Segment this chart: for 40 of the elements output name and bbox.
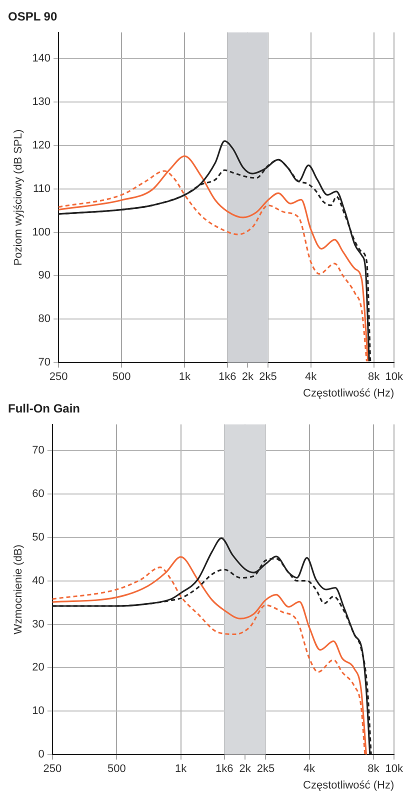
x-tick-label: 2k5: [256, 763, 275, 776]
x-tick-label: 1k6: [218, 371, 236, 384]
y-tick-label: 130: [32, 96, 51, 108]
x-tick-label: 500: [112, 371, 131, 384]
y-tick-label: 10: [32, 705, 44, 718]
x-tick-label: 4k: [304, 371, 318, 384]
chart-title: OSPL 90: [8, 10, 58, 24]
y-tick-label: 90: [38, 270, 51, 282]
x-tick-label: 4k: [303, 763, 316, 776]
x-tick-label: 1k6: [216, 763, 234, 776]
y-tick-label: 80: [38, 313, 51, 326]
y-axis-title: Poziom wyjściowy (dB SPL): [12, 129, 25, 266]
x-tick-label: 1k: [178, 371, 191, 384]
x-tick-label: 2k: [242, 371, 254, 384]
y-tick-label: 20: [32, 662, 44, 674]
x-tick-label: 500: [107, 763, 126, 776]
x-tick-label: 8k: [368, 763, 380, 776]
x-tick-label: 8k: [368, 371, 380, 384]
y-tick-label: 0: [38, 748, 44, 761]
chart-title: Full-On Gain: [8, 402, 80, 416]
x-tick-label: 2k: [239, 763, 252, 776]
x-tick-label: 10k: [385, 371, 404, 384]
x-tick-label: 250: [43, 763, 62, 776]
x-tick-label: 1k: [175, 763, 188, 776]
y-tick-label: 40: [32, 574, 44, 587]
y-tick-label: 50: [32, 531, 44, 544]
y-tick-label: 100: [32, 226, 51, 238]
y-tick-label: 140: [32, 52, 51, 64]
x-axis-title: Częstotliwość (Hz): [303, 779, 394, 792]
x-tick-label: 250: [49, 371, 68, 384]
y-tick-label: 110: [33, 182, 51, 195]
x-axis-title: Częstotliwość (Hz): [303, 387, 394, 400]
y-tick-label: 70: [32, 444, 44, 456]
y-tick-label: 120: [32, 139, 51, 152]
y-tick-label: 30: [32, 618, 44, 630]
x-tick-label: 10k: [385, 763, 404, 776]
y-tick-label: 60: [32, 488, 44, 500]
y-tick-label: 70: [38, 356, 51, 369]
y-axis-title: Wzmocnienie (dB): [12, 544, 25, 634]
x-tick-label: 2k5: [259, 371, 277, 384]
